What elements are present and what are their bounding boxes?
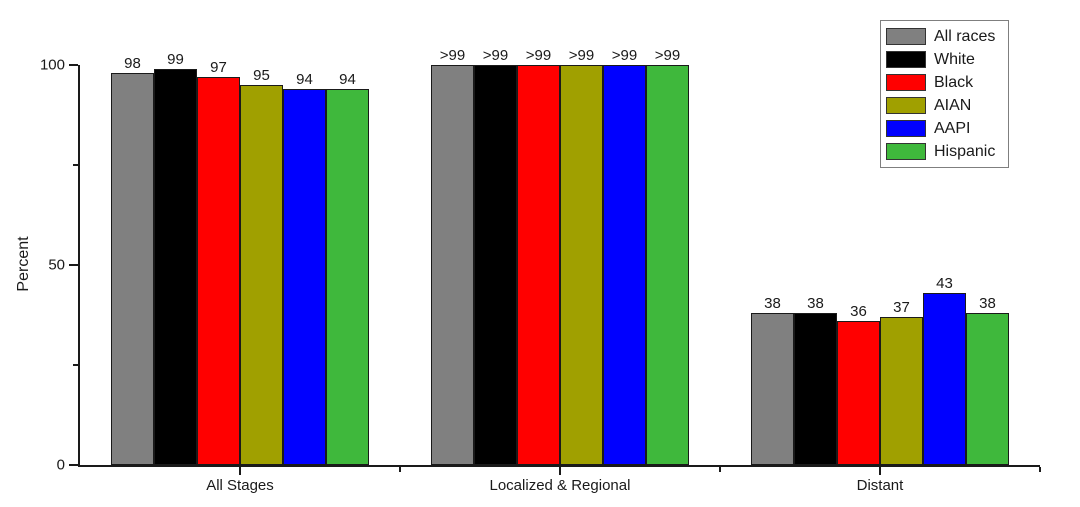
legend-item-aapi: AAPI [886,117,1003,140]
legend-swatch-all-races [886,28,926,45]
bar-value-label: >99 [611,47,638,64]
legend-swatch-black [886,74,926,91]
x-axis-category-label: Localized & Regional [489,477,631,494]
bar-value-label: >99 [525,47,552,64]
bar-value-label: 94 [296,71,313,88]
legend-label: All races [934,27,996,45]
bar-aapi-localized-regional: >99 [602,48,646,465]
bar-value-label: >99 [568,47,595,64]
legend-label: Hispanic [934,142,996,160]
x-axis-category-label: All Stages [206,477,274,494]
bar-value-label: >99 [439,47,466,64]
bar-value-label: 97 [210,59,227,76]
x-axis-minor-tick [718,467,721,472]
bar-value-label: 38 [979,295,996,312]
y-axis-title: Percent [15,236,32,292]
bar-aapi-distant: 43 [922,276,966,465]
legend-swatch-hispanic [886,143,926,160]
bar-value-label: 94 [339,71,356,88]
bar-aian-localized-regional: >99 [559,48,603,465]
bar-white-distant: 38 [793,296,837,465]
bar-aian-all-stages: 95 [239,68,283,465]
y-axis-tick-label: 0 [56,456,65,474]
bar-black-localized-regional: >99 [516,48,560,465]
legend-swatch-aapi [886,120,926,137]
bar-value-label: 37 [893,299,910,316]
y-axis-tick-label: 100 [39,56,65,74]
bar-all-races-localized-regional: >99 [430,48,474,465]
x-axis-major-tick [559,467,561,475]
y-axis-major-tick [69,64,78,66]
bar-value-label: 43 [936,275,953,292]
bar-white-all-stages: 99 [153,52,197,465]
bar-black-distant: 36 [836,304,880,465]
y-axis-minor-tick [73,364,78,366]
legend: All races White Black AIAN AAPI Hispanic [880,20,1009,168]
legend-swatch-aian [886,97,926,114]
y-axis-minor-tick [73,164,78,166]
x-axis-minor-tick [398,467,401,472]
x-axis-major-tick [238,467,241,475]
bar-value-label: 38 [764,295,781,312]
bar-hispanic-all-stages: 94 [325,72,369,465]
x-axis-major-tick [879,467,881,475]
bar-all-races-all-stages: 98 [110,56,154,465]
legend-item-white: White [886,48,1003,71]
bar-black-all-stages: 97 [196,60,240,465]
bar-value-label: >99 [654,47,681,64]
plot-area: 0 50 100 All Stages 98 99 97 95 94 94 Localized & … [40,48,1041,493]
legend-item-black: Black [886,71,1003,94]
bar-value-label: 38 [807,295,824,312]
legend-label: AIAN [934,96,972,114]
y-axis-major-tick [69,464,78,466]
legend-item-aian: AIAN [886,94,1003,117]
x-axis-minor-tick [1039,467,1041,472]
legend-label: Black [934,73,974,91]
legend-label: White [934,50,975,68]
bar-value-label: 99 [167,51,184,68]
bar-value-label: >99 [482,47,509,64]
bar-white-localized-regional: >99 [473,48,517,465]
y-axis-major-tick [69,264,78,266]
bar-group-all-stages: 98 99 97 95 94 94 [80,52,400,465]
bar-hispanic-distant: 38 [965,296,1009,465]
bar-all-races-distant: 38 [750,296,794,465]
bar-hispanic-localized-regional: >99 [645,48,689,465]
y-axis-tick-label: 50 [48,256,65,274]
legend-item-hispanic: Hispanic [886,140,1003,163]
legend-item-all-races: All races [886,25,1003,48]
legend-swatch-white [886,51,926,68]
bar-value-label: 95 [253,67,270,84]
bar-group-distant: 38 38 36 37 43 38 [720,65,1040,465]
bar-value-label: 36 [850,303,867,320]
bar-aapi-all-stages: 94 [282,72,326,465]
x-axis-category-label: Distant [856,477,904,494]
bar-aian-distant: 37 [879,300,923,465]
legend-label: AAPI [934,119,971,137]
bar-value-label: 98 [124,55,141,72]
bar-group-localized-regional: >99 >99 >99 >99 >99 >99 [400,48,720,465]
